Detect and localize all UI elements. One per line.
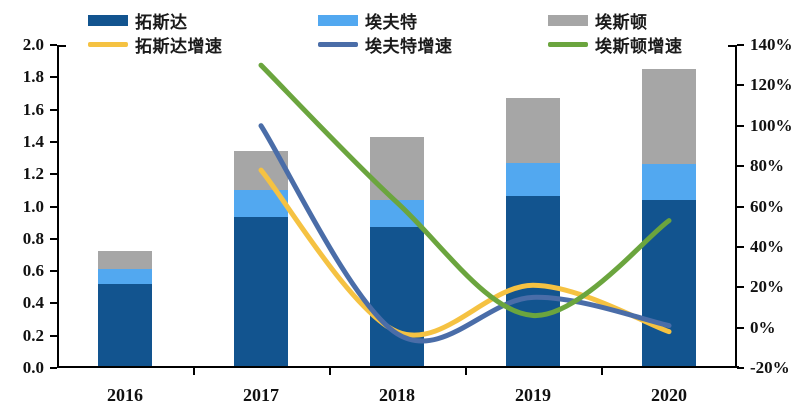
y-axis-right-tick — [737, 44, 744, 46]
legend-item-2-1[interactable]: 埃夫特 — [318, 8, 418, 33]
y-axis-right-tick — [737, 124, 744, 127]
x-axis-label-2020: 2020 — [651, 385, 687, 405]
y-axis-left-cap — [57, 45, 66, 47]
y-axis-left-tick-label: 1.2 — [22, 164, 44, 184]
legend-item-1-2[interactable]: 拓斯达增速 — [88, 32, 223, 57]
y-axis-right-tick-label: 20% — [750, 277, 784, 297]
bar-segment[interactable] — [506, 162, 560, 197]
legend-swatch-icon — [88, 15, 128, 26]
x-axis-tick — [193, 368, 195, 375]
bar-group-2020[interactable] — [642, 68, 696, 366]
legend-line-icon — [88, 42, 128, 47]
y-axis-left-tick — [50, 44, 57, 46]
x-axis-tick — [601, 368, 603, 375]
legend-label: 拓斯达增速 — [135, 37, 223, 57]
y-axis-right-tick — [737, 245, 744, 248]
y-axis-right-tick — [737, 205, 744, 208]
x-axis-tick — [329, 368, 331, 375]
y-axis-right-tick-label: 100% — [750, 115, 793, 135]
legend-item-1-1[interactable]: 拓斯达 — [88, 8, 188, 33]
bar-segment[interactable] — [506, 196, 560, 366]
bar-segment[interactable] — [234, 189, 288, 218]
bar-segment[interactable] — [98, 251, 152, 270]
y-axis-left-tick — [50, 76, 57, 79]
y-axis-left-tick-label: 2.0 — [22, 35, 44, 54]
y-axis-left-tick — [50, 367, 57, 369]
y-axis-left-tick — [50, 237, 57, 240]
y-axis-left-tick — [50, 302, 57, 305]
y-axis-right-tick-label: 60% — [750, 196, 784, 216]
bar-segment[interactable] — [234, 217, 288, 366]
bar-segment[interactable] — [370, 136, 424, 200]
legend-item-2-2[interactable]: 埃夫特增速 — [318, 32, 453, 57]
legend-item-3-1[interactable]: 埃斯顿 — [548, 8, 648, 33]
y-axis-right-tick-label: 120% — [750, 75, 793, 95]
bar-segment[interactable] — [370, 227, 424, 366]
legend-label: 埃斯顿增速 — [595, 37, 683, 57]
y-axis-left-tick-label: 1.6 — [22, 99, 44, 119]
x-axis-tick — [465, 368, 467, 375]
bar-segment[interactable] — [234, 151, 288, 190]
line-series-1 — [258, 167, 672, 338]
bar-segment[interactable] — [370, 199, 424, 228]
y-axis-right-tick-label: 0% — [750, 317, 776, 337]
y-axis-left-tick-label: 0.0 — [22, 358, 44, 377]
y-axis-left-tick — [50, 173, 57, 176]
y-axis-right-tick-label: 140% — [750, 35, 793, 54]
y-axis-left-tick — [50, 140, 57, 143]
y-axis-left-tick-label: 1.4 — [22, 131, 44, 151]
legend-line-icon — [548, 42, 588, 47]
legend-label: 埃夫特 — [365, 13, 418, 33]
line-series-2 — [258, 123, 672, 344]
y-axis-left-tick-label: 0.4 — [22, 293, 44, 313]
plot-area: 0.0 0.2 0.4 0.6 0.8 1.0 1.2 1.4 1.6 1.8 2.0 -20% 0%… — [23, 36, 793, 405]
x-axis-label-2019: 2019 — [515, 385, 551, 405]
bar-group-2016[interactable] — [98, 251, 152, 366]
bar-segment[interactable] — [98, 283, 152, 366]
y-axis-right-tick — [737, 165, 744, 168]
bar-segment[interactable] — [642, 68, 696, 165]
y-axis-left-tick — [50, 108, 57, 111]
legend-item-3-2[interactable]: 埃斯顿增速 — [548, 32, 683, 57]
y-axis-right-tick — [737, 286, 744, 289]
bar-segment[interactable] — [98, 269, 152, 284]
y-axis-right-tick — [737, 84, 744, 87]
y-axis-right-cap — [728, 45, 737, 47]
x-axis-label-2018: 2018 — [379, 385, 415, 405]
y-axis-left-tick-label: 0.6 — [22, 261, 44, 281]
chart-legend: 拓斯达 埃夫特 埃斯顿拓斯达增速 埃夫特增速 埃斯顿增速 — [0, 0, 800, 57]
line-series-3 — [258, 62, 672, 319]
y-axis-left-tick — [50, 205, 57, 208]
y-axis-left-tick — [50, 270, 57, 273]
y-axis-right-tick — [737, 367, 744, 369]
legend-label: 拓斯达 — [135, 13, 188, 33]
legend-swatch-icon — [318, 15, 358, 26]
bar-group-2017[interactable] — [234, 151, 288, 366]
legend-label: 埃夫特增速 — [365, 37, 453, 57]
y-axis-left-tick-label: 0.8 — [22, 228, 44, 248]
y-axis-left-tick-label: 1.0 — [22, 196, 44, 216]
legend-label: 埃斯顿 — [595, 13, 648, 33]
legend-line-icon — [318, 42, 358, 47]
x-axis-line — [57, 366, 739, 368]
x-axis-label-2016: 2016 — [107, 385, 143, 405]
y-axis-right-line — [735, 45, 737, 368]
bar-segment[interactable] — [506, 97, 560, 163]
y-axis-right-tick-label: -20% — [750, 358, 790, 377]
legend-swatch-icon — [548, 15, 588, 26]
y-axis-left-tick-label: 1.8 — [22, 67, 44, 87]
x-axis-label-2017: 2017 — [243, 385, 279, 405]
bar-group-2019[interactable] — [506, 97, 560, 366]
bar-segment[interactable] — [642, 199, 696, 366]
y-axis-left-line — [57, 45, 59, 368]
bar-segment[interactable] — [642, 164, 696, 200]
y-axis-left-tick-label: 0.2 — [22, 325, 44, 345]
y-axis-right-tick-label: 80% — [750, 156, 784, 176]
bar-group-2018[interactable] — [370, 136, 424, 366]
y-axis-right-tick — [737, 326, 744, 329]
y-axis-right-tick-label: 40% — [750, 236, 784, 256]
y-axis-left-tick — [50, 334, 57, 337]
